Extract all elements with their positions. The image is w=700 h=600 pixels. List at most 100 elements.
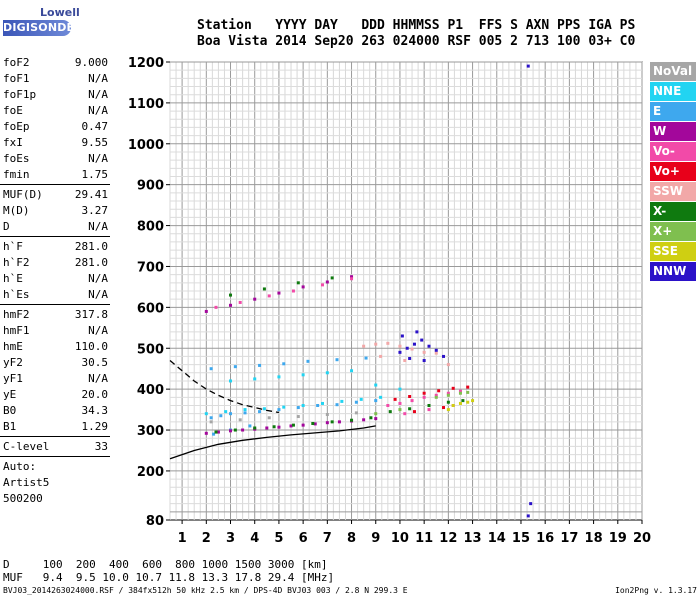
param-value: N/A [88,104,108,117]
data-point-ssw [403,359,407,363]
data-point-nnw [526,64,530,68]
data-point-x- [214,430,218,434]
param-value: N/A [88,72,108,85]
param-value: N/A [88,324,108,337]
data-point-nnw [412,342,416,346]
data-point-nne [229,379,233,383]
param-row: h`Es N/A [0,287,110,303]
legend-item-e: E [650,102,696,121]
x-tick-label: 1 [178,531,187,546]
param-value: 33 [94,440,108,453]
param-value: N/A [88,88,108,101]
data-point-nne [374,383,378,387]
muf-distance-row: D 100 200 400 600 800 1000 1500 3000 [km… [3,558,328,571]
legend-item-x-: X+ [650,222,696,241]
data-point-x- [466,390,470,394]
param-row: foF1 N/A [0,71,110,87]
param-value: N/A [88,272,108,285]
legend-item-sse: SSE [650,242,696,261]
param-value: 20.0 [81,388,109,401]
data-point-e [229,412,233,416]
data-point-x- [233,428,237,432]
param-divider [0,184,110,185]
data-point-e [296,406,300,410]
data-point-e [364,356,368,360]
x-tick-label: 7 [323,531,332,546]
data-point-x- [369,416,373,420]
data-point-w [362,418,366,422]
data-point-sse [466,400,470,404]
param-name: foF2 [3,56,30,69]
data-point-x- [311,421,315,425]
param-row: hmF1 N/A [0,323,110,339]
param-value: 29.41 [74,188,108,201]
data-point-vo- [458,389,462,393]
param-row: h`F 281.0 [0,239,110,255]
data-point-x- [262,287,266,291]
param-row: hmF2 317.8 [0,307,110,323]
data-point-x- [229,293,233,297]
y-tick-label: 1000 [128,138,164,153]
autoscaling-info-line: Artist5 [3,476,50,489]
data-point-e [258,410,262,414]
y-tick-label: 800 [137,220,164,235]
param-value: 317.8 [74,308,108,321]
data-point-x- [253,426,257,430]
data-point-nnw [422,359,426,363]
param-divider [0,236,110,237]
data-point-nnw [405,346,409,350]
y-tick-label: 600 [137,301,164,316]
data-point-nnw [400,334,404,338]
data-point-x- [350,418,354,422]
param-row: fmin 1.75 [0,167,110,183]
data-point-vo- [267,294,271,298]
data-point-w [337,420,341,424]
y-tick-label: 700 [137,260,164,275]
data-point-x- [374,412,378,416]
data-point-e [354,400,358,404]
param-row: MUF(D) 29.41 [0,187,110,203]
data-point-vo- [350,277,354,281]
data-point-ssw [362,344,366,348]
data-point-ssw [434,351,438,355]
data-point-nnw [434,348,438,352]
param-divider [0,436,110,437]
y-tick-label: 80 [146,514,164,529]
data-point-vo- [446,391,450,395]
parameter-panel: foF2 9.000 foF1 N/A foF1p N/A foE N/A foEp 0.47 fx… [0,55,110,507]
param-value: 1.29 [81,420,109,433]
x-tick-label: 13 [464,531,482,546]
data-point-x- [434,395,438,399]
data-point-ssw [398,344,402,348]
header-line-2: Boa Vista 2014 Sep20 263 024000 RSF 005 … [197,34,636,49]
legend-item-vo-: Vo- [650,142,696,161]
data-point-noval [238,418,242,422]
data-point-ssw [379,354,383,358]
legend-item-ssw: SSW [650,182,696,201]
data-point-nne [277,375,281,379]
param-name: fmin [3,168,30,181]
data-point-ssw [386,341,390,345]
data-point-w [301,423,305,427]
autoscaling-info-line: 500200 [3,492,43,505]
data-point-w [204,431,208,435]
param-row: B0 34.3 [0,403,110,419]
param-row: hmE 110.0 [0,339,110,355]
data-point-nne [350,369,354,373]
logo-lowell-text: Lowell [40,6,80,19]
digisonde-logo: Lowell DIGISONDE [3,6,80,44]
param-name: hmF2 [3,308,30,321]
data-point-w [350,275,354,279]
x-tick-label: 16 [536,531,554,546]
param-value: 9.55 [81,136,109,149]
data-point-vo- [408,395,412,399]
data-point-vo- [427,408,431,412]
data-point-w [216,430,220,434]
data-point-sse [458,401,462,405]
x-tick-label: 15 [512,531,530,546]
x-tick-label: 20 [633,531,651,546]
data-point-nne [262,407,266,411]
param-name: foEp [3,120,30,133]
param-divider [0,304,110,305]
param-name: MUF(D) [3,188,43,201]
